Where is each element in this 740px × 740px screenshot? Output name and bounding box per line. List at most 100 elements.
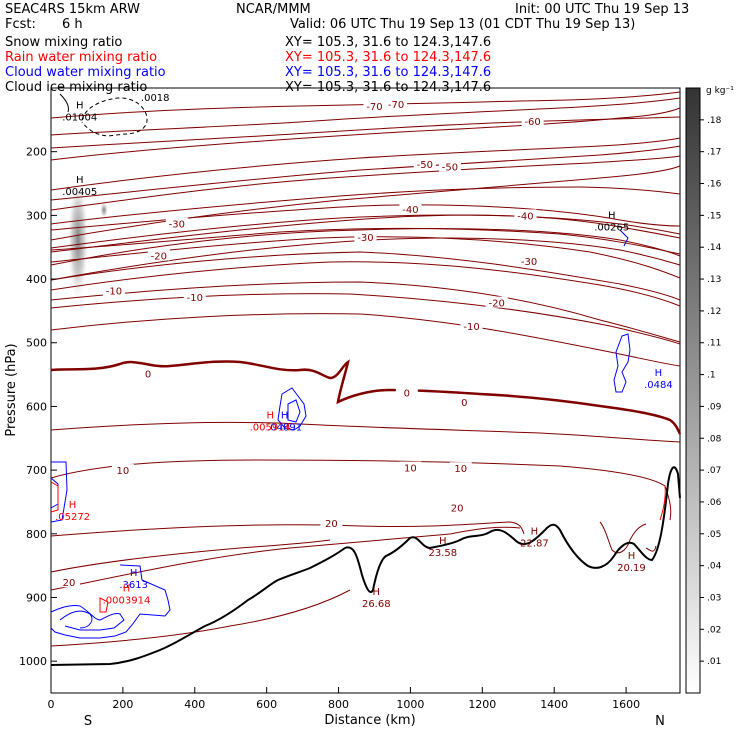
isotherm-label-bg	[137, 367, 160, 379]
maximum-value: 20.19	[617, 563, 646, 574]
cloud-ice-shading-2	[100, 202, 108, 218]
colorbar	[685, 87, 701, 694]
maximum-marker: H	[531, 527, 539, 538]
forecast-label: Fcst:	[5, 17, 36, 32]
colorbar-tick-label: .16	[707, 180, 722, 190]
colorbar-unit: g kg⁻¹	[706, 86, 734, 96]
maximum-value: .005914	[250, 423, 291, 434]
isotherm-line	[50, 204, 681, 231]
maximum-marker: H	[655, 368, 663, 379]
isotherm-label: -20	[489, 299, 505, 310]
init-time: Init: 00 UTC Thu 19 Sep 13	[515, 2, 690, 17]
isotherm-label-bg	[165, 217, 188, 229]
maximum-value: .04891	[267, 423, 302, 434]
org-label: NCAR/MMM	[236, 2, 311, 17]
isotherm-group	[50, 91, 681, 367]
isotherm-label: 20	[451, 504, 464, 515]
maximum-marker: H	[439, 536, 447, 547]
isotherm-label: -10	[187, 293, 203, 304]
field-label-snow: Snow mixing ratio	[5, 35, 123, 50]
field-label-rain: Rain water mixing ratio	[5, 50, 158, 65]
maximum-marker: H	[608, 211, 616, 222]
isotherm-line	[50, 214, 681, 249]
isotherm-label-bg	[111, 464, 134, 476]
y-tick-label: 1000	[19, 655, 47, 668]
colorbar-tick-label: .01	[707, 657, 721, 667]
isotherm-label: -50	[442, 162, 458, 173]
colorbar-tick-label: .15	[707, 211, 721, 221]
isotherm-label-bg	[460, 320, 483, 332]
isotherm-label: -40	[517, 211, 533, 222]
isotherm-label: 0	[145, 369, 151, 380]
maximum-marker: H	[281, 411, 289, 422]
isotherm-label-bg	[399, 461, 422, 473]
isotherm-line	[50, 145, 681, 201]
y-tick-label: 400	[26, 273, 47, 286]
x-axis-right-end: N	[655, 714, 665, 729]
isotherm-label: -70	[366, 102, 382, 113]
maximum-value: .05272	[55, 512, 90, 523]
isotherm-line	[50, 526, 521, 591]
isotherm-label: -30	[357, 233, 373, 244]
maximum-value: .00405	[62, 187, 97, 198]
colorbar-tick-label: .03	[707, 593, 721, 603]
colorbar-tick-label: .04	[707, 562, 722, 572]
maximum-marker: H	[76, 175, 84, 186]
isotherm-line	[50, 539, 331, 573]
isotherm-label-bg	[521, 115, 544, 127]
isotherm-label-bg	[518, 255, 541, 267]
isotherm-label: -50	[417, 160, 433, 171]
isotherm-line	[50, 186, 681, 225]
colorbar-tick-label: .02	[707, 625, 721, 635]
isotherm-label-bg	[395, 386, 418, 398]
colorbar-tick-label: .14	[707, 243, 722, 253]
colorbar-tick-label: .07	[707, 466, 721, 476]
cloud-water-contour	[613, 333, 631, 393]
cloud-water-contour	[277, 387, 307, 431]
isotherm-label-bg	[320, 516, 343, 528]
snow-contour-b	[59, 93, 69, 113]
isotherm-line	[50, 214, 681, 253]
cloud-water-contour	[287, 399, 301, 423]
isotherm-line	[50, 421, 681, 443]
colorbar-tick-label: .05	[707, 530, 721, 540]
isotherm-line	[50, 107, 681, 161]
contour-label: .0018	[141, 93, 170, 104]
rain-contour	[659, 485, 666, 521]
x-tick-label: 1000	[396, 698, 424, 711]
maximum-value: .3613	[119, 580, 148, 591]
cloud-water-contour	[59, 610, 93, 629]
cloud-water-group	[50, 229, 631, 639]
isotherm-label: -40	[402, 205, 418, 216]
isotherm-label-bg	[147, 249, 170, 261]
isotherm-line	[50, 155, 681, 211]
isotherm-line	[50, 237, 681, 281]
maxima-labels: H.01004H.00405H.00265H.0484H.04891H.0059…	[55, 93, 673, 610]
cloud-water-contour	[50, 605, 125, 631]
plot-frame	[50, 87, 681, 694]
isotherm-label-bg	[514, 209, 537, 221]
y-tick-label: 200	[26, 146, 47, 159]
colorbar-tick-label: .13	[707, 275, 721, 285]
y-tick-label: 300	[26, 209, 47, 222]
isotherm-label-bg	[354, 231, 377, 243]
maximum-marker: H	[76, 101, 84, 112]
isotherm-label: -30	[521, 257, 537, 268]
colorbar-tick-label: .18	[707, 116, 722, 126]
colorbar-ticks: .01 .02 .03 .04 .05 .06 .07 .08 .09 .1 .11 .12 .13 .1…	[700, 116, 722, 667]
x-tick-label: 800	[328, 698, 349, 711]
field-label-cloud-water: Cloud water mixing ratio	[5, 65, 166, 80]
maximum-marker: H	[69, 500, 77, 511]
maximum-value: .00265	[594, 223, 629, 234]
forecast-hour: 6 h	[62, 17, 83, 32]
y-axis-title: Pressure (hPa)	[4, 343, 19, 436]
isotherm-label-bg	[363, 99, 386, 111]
maximum-value: 26.68	[362, 599, 391, 610]
lower-isotherm-group	[50, 421, 681, 647]
rain-group	[50, 481, 666, 613]
isotherm-label-bg	[399, 203, 422, 214]
colorbar-tick-label: .17	[707, 148, 721, 158]
isotherm-labels: -70 -70 -60 -50 -50 -40 -40 -30 -30 -30 -20 -20 -10 -…	[57, 97, 544, 589]
isotherm-line	[50, 261, 681, 307]
